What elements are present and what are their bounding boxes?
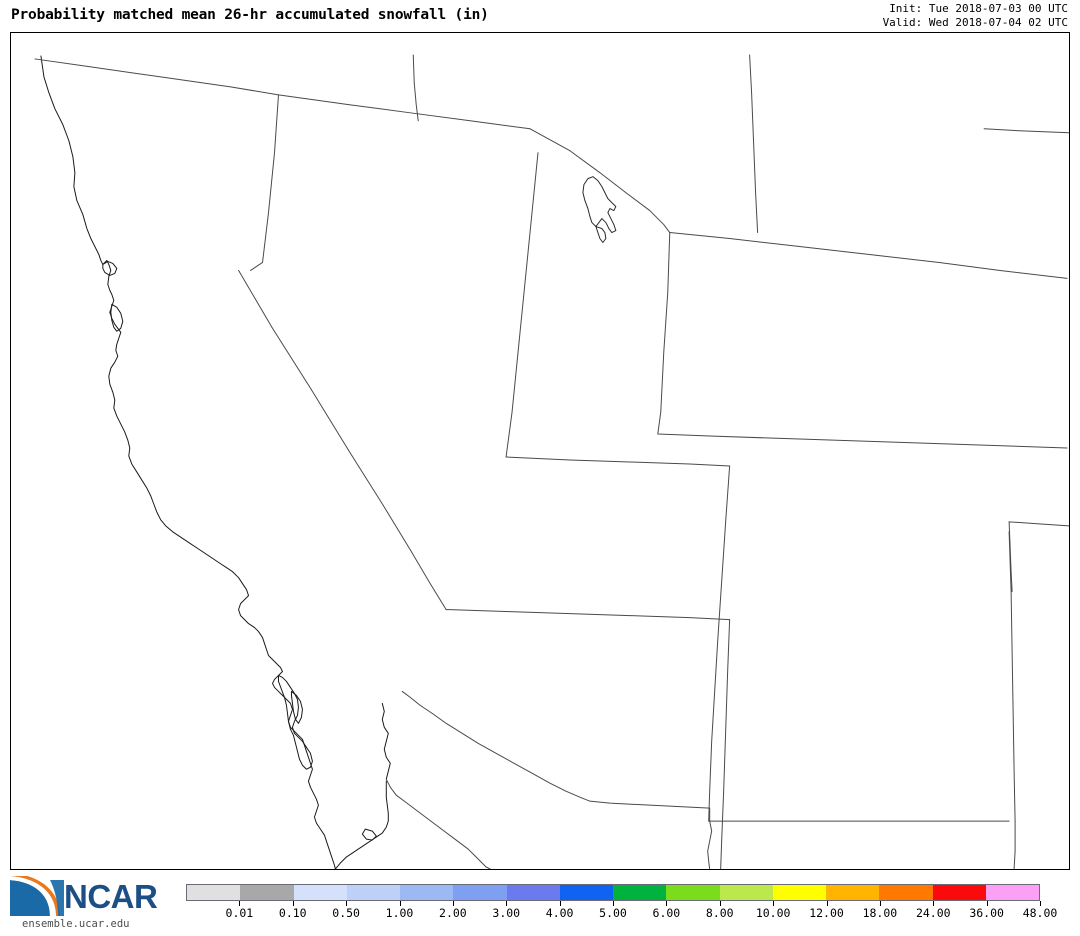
point-reyes-path [103,261,117,275]
colorbar-tick-11 [826,901,828,906]
colorbar-tick-label-9: 8.00 [705,906,734,920]
ncar-url-label: ensemble.ucar.edu [22,918,130,930]
montana-north-dakota-border-path [670,233,1067,279]
colorbar-segment-1 [240,885,294,900]
page-title: Probability matched mean 26-hr accumulat… [11,7,489,23]
colorado-kansas-border-path [1009,532,1015,821]
basemap-svg [11,33,1069,869]
colorbar-tick-label-4: 2.00 [439,906,467,920]
colorbar-tick-7 [613,901,614,906]
colorbar-strip [186,884,1040,901]
colorbar-tick-1 [292,901,294,906]
colorbar-tick-0 [239,901,241,906]
sf-bay-inner-path [291,691,302,723]
colorbar-tick-label-6: 4.00 [545,906,574,920]
colorbar-segment-8 [613,885,667,900]
colorbar-tick-3 [399,901,401,906]
colorbar-segment-11 [772,885,826,900]
washington-idaho-border-path [413,55,418,121]
colorbar-tick-15 [1040,901,1041,906]
colorbar-segment-3 [346,885,400,900]
arizona-new-mexico-border-path [721,620,730,869]
colorbar[interactable]: 0.01 0.10 0.50 1.00 2.00 3.00 4.00 5.00 6.00 8.00… [186,884,1058,932]
colorbar-tick-label-3: 1.00 [385,906,414,920]
colorbar-tick-label-2: 0.50 [332,906,360,920]
colorbar-segment-5 [453,885,507,900]
init-time-label: Init: Tue 2018-07-03 00 UTC [889,2,1068,15]
colorbar-tick-label-15: 48.00 [1022,906,1058,920]
channel-island-path [362,829,376,840]
init-valid-block: Init: Tue 2018-07-03 00 UTC Valid: Wed 2… [883,2,1068,29]
colorbar-segment-12 [826,885,880,900]
colorbar-tick-5 [506,901,508,906]
valid-time-label: Valid: Wed 2018-07-04 02 UTC [882,15,1068,29]
colorbar-tick-2 [346,901,348,906]
new-mexico-texas-border-path [1014,821,1015,869]
southern-california-coast-path [335,781,388,869]
colorbar-tick-label-12: 18.00 [862,906,898,920]
north-south-dakota-border-path [984,129,1069,133]
nevada-utah-border-path [506,153,538,457]
colorbar-segment-4 [400,885,454,900]
idaho-montana-border-path [530,129,670,233]
colorbar-tick-label-7: 5.00 [599,906,627,920]
oregon-nevada-california-border-path [251,95,279,271]
ncar-logo[interactable]: NCAR ensemble.ucar.edu [4,876,172,934]
colorbar-segment-0 [187,885,241,900]
utah-arizona-border-path [446,610,729,620]
colorbar-ticks [186,901,1041,907]
colorbar-segment-7 [559,885,613,900]
colorbar-segment-15 [985,885,1039,900]
san-francisco-bay-path [278,675,312,769]
oregon-north-border-path [278,95,530,129]
pacific-coastline-path [41,56,335,869]
coastal-island-path [111,304,123,331]
great-salt-lake-path [583,177,616,233]
colorbar-tick-6 [559,901,561,906]
ncar-logo-mark-icon [10,876,64,916]
colorbar-tick-10 [773,901,775,906]
colorbar-tick-label-13: 24.00 [915,906,951,920]
colorbar-tick-label-10: 10.00 [755,906,791,920]
wyoming-colorado-border-path [709,466,730,821]
colorbar-segment-2 [293,885,347,900]
colorbar-segment-13 [879,885,933,900]
washington-oregon-border-path [35,59,279,95]
colorbar-segment-14 [932,885,986,900]
nevada-arizona-colorado-river-path [402,691,709,808]
new-mexico-bootheel-path [708,808,712,869]
colorbar-tick-label-5: 3.00 [492,906,521,920]
colorbar-tick-label-0: 0.01 [225,906,254,920]
colorbar-tick-12 [879,901,881,906]
colorbar-labels: 0.01 0.10 0.50 1.00 2.00 3.00 4.00 5.00 6.00 8.00… [186,906,1058,926]
idaho-utah-border-path [506,457,730,466]
ncar-wordmark: NCAR [64,878,158,915]
header-bar: Probability matched mean 26-hr accumulat… [0,0,1080,32]
colorbar-tick-label-1: 0.10 [278,906,307,920]
colorbar-tick-14 [986,901,988,906]
colorbar-segment-10 [719,885,773,900]
us-mexico-border-path [386,779,490,869]
montana-wyoming-border-path [750,55,758,233]
colorbar-tick-label-11: 12.00 [809,906,844,920]
colorbar-tick-label-8: 6.00 [652,906,681,920]
south-dakota-nebraska-border-path [1009,522,1069,526]
footer-bar: NCAR ensemble.ucar.edu 0.01 0.10 0.50 1.00 2… [0,870,1080,936]
map-panel[interactable] [10,32,1070,870]
colorbar-segment-6 [506,885,560,900]
california-nevada-diagonal-path [239,270,447,609]
great-salt-lake-inlet-path [596,227,606,243]
colorbar-segment-9 [666,885,720,900]
colorbar-tick-4 [452,901,454,906]
colorbar-tick-13 [933,901,935,906]
colorbar-tick-8 [666,901,668,906]
colorado-river-south-path [382,703,390,779]
utah-wyoming-corner-path [658,233,1067,448]
colorbar-tick-9 [719,901,721,906]
colorbar-tick-label-14: 36.00 [969,906,1004,920]
